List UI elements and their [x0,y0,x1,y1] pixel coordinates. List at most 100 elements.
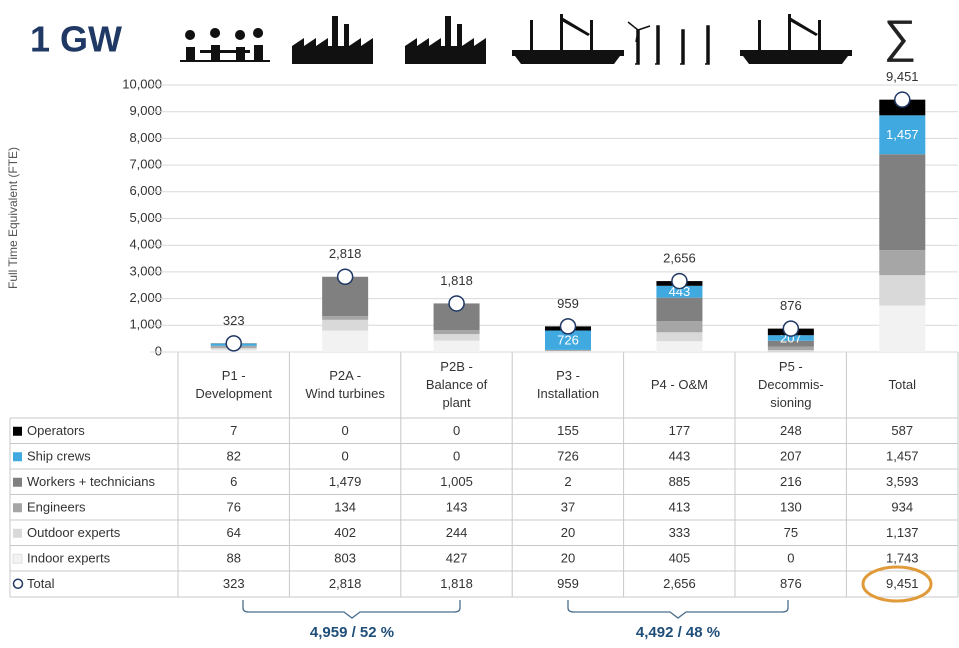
table-cell: 333 [669,525,691,540]
table-cell: 248 [780,423,802,438]
table-cell: 1,818 [440,576,473,591]
legend-swatch [13,528,22,538]
highlight-ellipse [861,565,933,603]
bar-segment [656,297,703,322]
meeting-icon [180,28,270,63]
table-cell: 876 [780,576,802,591]
bar-segment [879,115,926,155]
total-marker [336,268,354,286]
bar-segment [433,330,480,335]
legend-label: Indoor experts [27,551,111,566]
table-cell: 7 [230,423,237,438]
total-label: 323 [223,313,245,328]
bar-segment [545,351,591,352]
y-tick-label: 0 [155,343,162,358]
column-header: P4 - O&M [650,377,708,392]
total-marker [448,295,465,312]
total-label: 9,451 [886,69,919,84]
total-marker [894,91,911,108]
bar-label: 1,457 [886,127,919,142]
table-cell: 2 [564,474,571,489]
bar-segment [767,349,814,352]
table-cell: 20 [561,551,575,566]
bar-segment [433,340,480,352]
y-tick-label: 4,000 [129,237,162,252]
legend-label: Ship crews [27,449,91,464]
total-marker [782,320,800,337]
y-tick-label: 6,000 [129,183,162,198]
bar-segment [545,330,591,350]
total-marker [671,272,688,290]
turbines-icon [627,21,710,65]
table-cell: 959 [557,576,579,591]
bar-segment [656,332,703,342]
column-header: P2B - Balance of plant [425,359,488,410]
bar-segment [322,319,369,331]
bar-segment [767,346,814,350]
y-tick-label: 10,000 [122,76,162,91]
table-cell: 427 [446,551,468,566]
table-cell: 88 [226,551,240,566]
bracket [242,600,461,619]
legend-label: Workers + technicians [27,474,156,489]
table-cell: 64 [226,525,240,540]
vessel-icon [512,14,624,64]
bar-label: 726 [557,333,579,348]
table-cell: 37 [561,500,575,515]
total-label: 2,818 [329,246,362,261]
table-cell: 405 [669,551,691,566]
column-header: P2A - Wind turbines [305,368,385,401]
table-cell: 0 [453,423,460,438]
table-cell: 143 [446,500,468,515]
total-label: 876 [780,298,802,313]
legend-marker [12,578,24,589]
legend-label: Total [27,576,55,591]
table-cell: 75 [784,525,798,540]
table-cell: 216 [780,474,802,489]
bar-segment [322,316,369,320]
table-cell: 1,457 [886,449,919,464]
legend-swatch [12,553,23,564]
table-cell: 2,818 [329,576,362,591]
table-cell: 177 [669,423,691,438]
y-tick-label: 2,000 [129,290,162,305]
table-cell: 0 [787,551,794,566]
factory-icon [292,16,373,64]
bar-segment [656,285,703,298]
bar-segment [767,340,814,347]
y-axis-label: Full Time Equivalent (FTE) [6,147,20,289]
bar-segment [545,350,591,352]
table-cell: 402 [334,525,356,540]
table-cell: 0 [342,423,349,438]
icons [180,14,852,65]
table-cell: 6 [230,474,237,489]
column-header: P1 - Development [195,368,273,401]
bracket-label: 4,492 / 48 % [636,624,720,641]
column-header: Total [888,377,916,392]
table-cell: 1,005 [440,474,473,489]
table-cell: 323 [223,576,245,591]
table-cell: 82 [226,449,240,464]
table-cell: 1,743 [886,551,919,566]
legend-swatch [13,452,22,462]
bracket [567,600,789,619]
total-label: 959 [557,296,579,311]
table-cell: 207 [780,449,802,464]
table-cell: 20 [561,525,575,540]
sum-symbol: ∑ [884,10,917,62]
table-cell: 9,451 [886,576,919,591]
table-cell: 155 [557,423,579,438]
bar-segment [767,335,814,341]
table-cell: 76 [226,500,240,515]
table-lines [9,352,959,598]
table-cell: 3,593 [886,474,919,489]
vessel-icon [740,14,852,64]
y-tick-label: 5,000 [129,210,162,225]
page-title: 1 GW [30,19,122,60]
table-cell: 134 [334,500,356,515]
table-cell: 244 [446,525,468,540]
bar-segment [322,330,369,352]
table-cell: 1,479 [329,474,362,489]
table-cell: 130 [780,500,802,515]
